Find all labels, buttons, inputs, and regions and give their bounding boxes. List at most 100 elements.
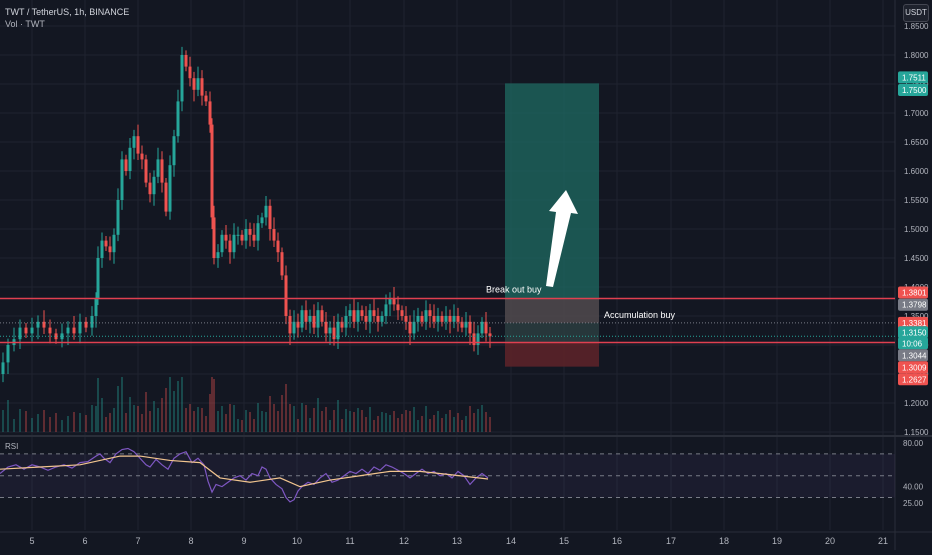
volume-bar xyxy=(361,410,363,432)
candle-body xyxy=(30,327,34,334)
volume-bar xyxy=(373,420,375,432)
volume-bar xyxy=(333,410,335,432)
x-tick-label: 12 xyxy=(399,536,409,546)
x-tick-label: 6 xyxy=(82,536,87,546)
axis-price-tag xyxy=(898,337,928,350)
volume-bar xyxy=(289,404,291,432)
candle-body xyxy=(184,55,188,67)
volume-bar xyxy=(153,401,155,432)
chart-header: TWT / TetherUS, 1h, BINANCE Vol · TWT xyxy=(5,6,129,30)
candle-body xyxy=(352,310,356,322)
volume-bar xyxy=(133,405,135,432)
axis-price-tag-label: 10:06 xyxy=(902,339,923,348)
volume-bar xyxy=(211,377,213,432)
volume-bar xyxy=(181,377,183,432)
volume-bar xyxy=(7,400,9,432)
rsi-tick-label: 40.00 xyxy=(903,483,924,492)
volume-bar xyxy=(43,410,45,432)
volume-bar xyxy=(297,419,299,432)
x-tick-label: 11 xyxy=(345,536,354,546)
candle-body xyxy=(308,316,312,322)
x-tick-label: 8 xyxy=(188,536,193,546)
candle-body xyxy=(440,316,444,322)
candle-body xyxy=(168,165,172,212)
volume-bar xyxy=(309,418,311,432)
up-arrow xyxy=(546,190,578,287)
volume-bar xyxy=(121,377,123,432)
axis-price-tag-label: 1.7500 xyxy=(902,86,927,95)
rsi-tick-label: 25.00 xyxy=(903,499,924,508)
volume-bar xyxy=(281,395,283,432)
candle-body xyxy=(152,176,156,195)
volume-bar xyxy=(185,408,187,432)
volume-bar xyxy=(73,412,75,432)
candle-body xyxy=(340,321,344,328)
volume-bar xyxy=(337,400,339,432)
x-tick-label: 17 xyxy=(666,536,676,546)
candle-body xyxy=(380,316,384,322)
volume-bar xyxy=(453,417,455,432)
candle-body xyxy=(436,316,440,322)
candle-body xyxy=(90,316,94,328)
volume-bar xyxy=(365,417,367,432)
volume-bar xyxy=(225,414,227,432)
volume-bar xyxy=(2,410,4,432)
candle-body xyxy=(360,310,364,316)
symbol-title: TWT / TetherUS, 1h, BINANCE xyxy=(5,7,130,17)
x-tick-label: 10 xyxy=(292,536,302,546)
volume-bar xyxy=(13,419,15,432)
candle-body xyxy=(232,234,236,253)
x-tick-label: 18 xyxy=(719,536,729,546)
candle-body xyxy=(424,310,428,322)
x-tick-label: 20 xyxy=(825,536,835,546)
candle-body xyxy=(180,55,184,102)
entry-zone xyxy=(505,298,599,323)
candle-body xyxy=(94,298,98,316)
axis-price-tag-label: 1.2627 xyxy=(902,375,927,384)
candle-body xyxy=(196,78,200,90)
volume-bar xyxy=(55,413,57,432)
x-tick-label: 7 xyxy=(135,536,140,546)
candle-body xyxy=(416,316,420,322)
candle-body xyxy=(104,240,108,247)
volume-bar xyxy=(145,392,147,432)
volume-bar xyxy=(101,398,103,432)
y-tick-label: 1.1500 xyxy=(904,428,929,437)
candle-body xyxy=(216,252,220,258)
volume-bar xyxy=(425,406,427,432)
candle-body xyxy=(356,310,360,322)
candle-body xyxy=(464,321,468,328)
volume-bar xyxy=(409,411,411,432)
volume-bar xyxy=(429,419,431,432)
candle-body xyxy=(336,321,340,340)
currency-button[interactable]: USDT xyxy=(903,4,929,22)
volume-bar xyxy=(285,384,287,432)
candle-body xyxy=(400,310,404,316)
axis-price-tag xyxy=(898,326,928,339)
y-tick-label: 1.7000 xyxy=(904,109,929,118)
candle-body xyxy=(324,321,328,334)
y-tick-label: 1.8500 xyxy=(904,22,929,31)
candle-body xyxy=(460,321,464,328)
candle-body xyxy=(236,234,240,236)
volume-bar xyxy=(61,420,63,432)
candle-body xyxy=(116,200,120,235)
candle-body xyxy=(140,153,144,160)
volume-bar xyxy=(113,408,115,432)
volume-bar xyxy=(357,408,359,432)
volume-bar xyxy=(157,408,159,432)
candle-body xyxy=(210,124,214,218)
candle-body xyxy=(112,234,116,253)
axis-price-tag xyxy=(898,286,928,299)
volume-bar xyxy=(421,416,423,432)
volume-bar xyxy=(305,405,307,432)
volume-bar xyxy=(91,405,93,432)
candle-body xyxy=(408,321,412,334)
candle-body xyxy=(160,159,164,183)
candle-body xyxy=(24,327,28,334)
volume-bar xyxy=(161,398,163,432)
volume-bar xyxy=(293,406,295,432)
candle-body xyxy=(96,258,100,299)
